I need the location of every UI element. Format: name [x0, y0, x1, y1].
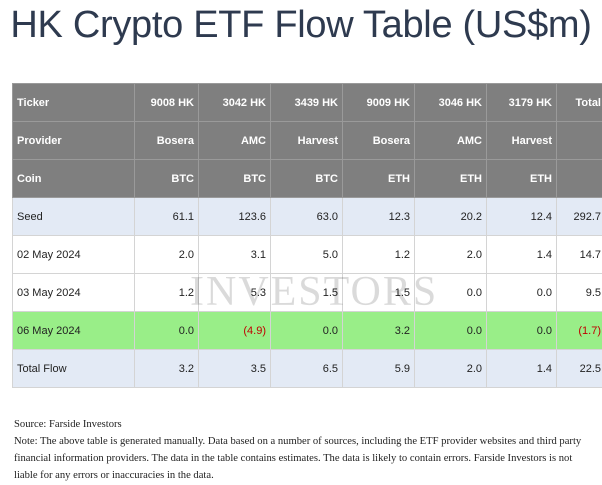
- value-cell: (4.9): [198, 311, 271, 350]
- table-row: 03 May 2024 1.2 5.3 1.5 1.5 0.0 0.0 9.5: [12, 273, 602, 312]
- table-row: 02 May 2024 2.0 3.1 5.0 1.2 2.0 1.4 14.7: [12, 235, 602, 274]
- value-cell: 0.0: [134, 311, 199, 350]
- header-cell: 9008 HK: [134, 83, 199, 122]
- header-cell: [556, 121, 602, 160]
- header-cell: 3439 HK: [270, 83, 343, 122]
- provider-header-row: Provider Bosera AMC Harvest Bosera AMC Harvest: [12, 121, 602, 160]
- coin-header-row: Coin BTC BTC BTC ETH ETH ETH: [12, 159, 602, 198]
- source-note: Source: Farside Investors: [14, 419, 122, 430]
- table-row: Seed 61.1 123.6 63.0 12.3 20.2 12.4 292.7: [12, 197, 602, 236]
- table-row: 06 May 2024 0.0 (4.9) 0.0 3.2 0.0 0.0 (1.7): [12, 311, 602, 350]
- header-cell: Provider: [12, 121, 135, 160]
- value-cell: 5.9: [342, 349, 415, 388]
- header-cell: [556, 159, 602, 198]
- value-cell: 20.2: [414, 197, 487, 236]
- value-cell: 0.0: [414, 273, 487, 312]
- value-cell: 5.3: [198, 273, 271, 312]
- value-cell: 12.4: [486, 197, 557, 236]
- header-cell: BTC: [198, 159, 271, 198]
- value-cell: 123.6: [198, 197, 271, 236]
- value-cell: 0.0: [270, 311, 343, 350]
- value-cell: 1.2: [134, 273, 199, 312]
- header-cell: 3046 HK: [414, 83, 487, 122]
- value-cell: 9.5: [556, 273, 602, 312]
- header-cell: Harvest: [270, 121, 343, 160]
- value-cell: 292.7: [556, 197, 602, 236]
- header-cell: Bosera: [342, 121, 415, 160]
- header-cell: 3179 HK: [486, 83, 557, 122]
- header-cell: AMC: [414, 121, 487, 160]
- value-cell: 0.0: [486, 273, 557, 312]
- footnotes: Source: Farside Investors Note: The abov…: [14, 416, 594, 484]
- value-cell: 1.4: [486, 349, 557, 388]
- header-cell: ETH: [486, 159, 557, 198]
- value-cell: 3.2: [134, 349, 199, 388]
- header-cell: Harvest: [486, 121, 557, 160]
- row-label-cell: Total Flow: [12, 349, 135, 388]
- row-label-cell: 02 May 2024: [12, 235, 135, 274]
- value-cell: 5.0: [270, 235, 343, 274]
- row-label-cell: 06 May 2024: [12, 311, 135, 350]
- header-cell: Bosera: [134, 121, 199, 160]
- header-cell: 3042 HK: [198, 83, 271, 122]
- table-row: Total Flow 3.2 3.5 6.5 5.9 2.0 1.4 22.5: [12, 349, 602, 388]
- header-cell: AMC: [198, 121, 271, 160]
- header-cell: Ticker: [12, 83, 135, 122]
- header-cell: 9009 HK: [342, 83, 415, 122]
- value-cell: 1.2: [342, 235, 415, 274]
- row-label-cell: 03 May 2024: [12, 273, 135, 312]
- value-cell: 22.5: [556, 349, 602, 388]
- value-cell: 2.0: [414, 235, 487, 274]
- value-cell: 63.0: [270, 197, 343, 236]
- value-cell: 1.5: [270, 273, 343, 312]
- header-cell: Total: [556, 83, 602, 122]
- value-cell: 3.2: [342, 311, 415, 350]
- header-cell: Coin: [12, 159, 135, 198]
- value-cell: 1.5: [342, 273, 415, 312]
- value-cell: 3.1: [198, 235, 271, 274]
- value-cell: 12.3: [342, 197, 415, 236]
- value-cell: 61.1: [134, 197, 199, 236]
- ticker-header-row: Ticker 9008 HK 3042 HK 3439 HK 9009 HK 3046 H…: [12, 83, 602, 122]
- etf-flow-table: Ticker 9008 HK 3042 HK 3439 HK 9009 HK 3046 H…: [12, 83, 602, 388]
- etf-flow-table-container: Ticker 9008 HK 3042 HK 3439 HK 9009 HK 3046 H…: [12, 83, 602, 388]
- value-cell: 0.0: [414, 311, 487, 350]
- page-title: HK Crypto ETF Flow Table (US$m): [10, 4, 592, 46]
- value-cell: 14.7: [556, 235, 602, 274]
- header-cell: BTC: [270, 159, 343, 198]
- header-cell: ETH: [342, 159, 415, 198]
- value-cell: (1.7): [556, 311, 602, 350]
- value-cell: 3.5: [198, 349, 271, 388]
- disclaimer-note: Note: The above table is generated manua…: [14, 436, 582, 481]
- value-cell: 1.4: [486, 235, 557, 274]
- header-cell: BTC: [134, 159, 199, 198]
- value-cell: 2.0: [134, 235, 199, 274]
- value-cell: 6.5: [270, 349, 343, 388]
- value-cell: 0.0: [486, 311, 557, 350]
- header-cell: ETH: [414, 159, 487, 198]
- row-label-cell: Seed: [12, 197, 135, 236]
- value-cell: 2.0: [414, 349, 487, 388]
